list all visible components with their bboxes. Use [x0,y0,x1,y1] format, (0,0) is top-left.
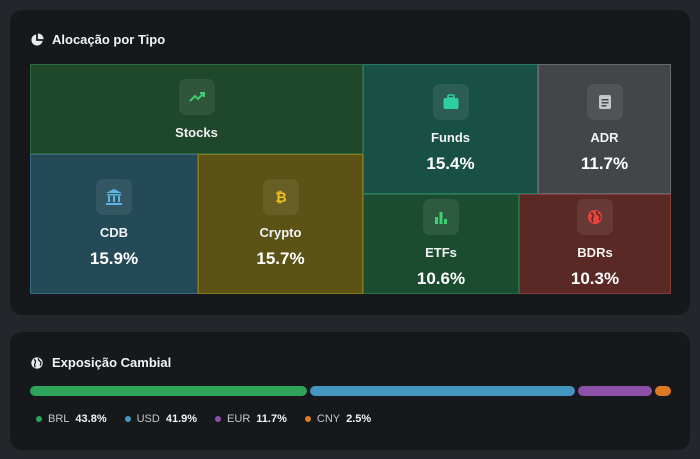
allocation-title: Alocação por Tipo [52,32,166,47]
tile-cdb[interactable]: CDB 15.9% [30,154,198,294]
exposure-card: Exposição Cambial BRL 43.8% USD 41.9% EUR 11.… [10,332,690,450]
legend-value: 11.7% [256,413,287,425]
exposure-segment-brl [30,386,308,396]
tile-label: CDB [99,225,129,240]
legend-item-usd: USD 41.9% [124,413,198,425]
briefcase-icon [432,84,469,120]
legend-code: EUR [227,413,251,425]
legend-value: 2.5% [346,413,372,425]
globe-icon [577,199,613,235]
tile-percentage: 15.4% [426,154,475,173]
tile-etfs[interactable]: ETFs 10.6% [363,194,519,294]
tile-adr[interactable]: ADR 11.7% [538,64,671,194]
legend-value: 41.9% [165,413,198,425]
legend-dot [124,416,131,422]
pie-chart-icon [31,32,44,46]
tile-label: Crypto [259,225,302,240]
legend-item-eur: EUR 11.7% [215,413,287,425]
legend-item-cny: CNY 2.5% [304,413,372,425]
legend-dot [215,416,222,422]
legend-code: USD [136,413,160,425]
legend-code: BRL [48,413,70,425]
legend-code: CNY [316,413,341,425]
allocation-treemap: Stocks CDB 15.9% ₿ Crypto 15.7% Funds 15… [30,64,671,294]
tile-label: ETFs [425,245,457,260]
bar-chart-icon [423,199,459,235]
tile-label: ADR [590,130,619,145]
globe-icon [31,356,43,369]
document-icon [586,84,623,120]
exposure-segment-eur [578,386,653,396]
currency-exposure-bar [30,386,671,396]
tile-funds[interactable]: Funds 15.4% [363,64,538,194]
allocation-header: Alocação por Tipo [30,32,165,47]
allocation-card: Alocação por Tipo Stocks CDB 15.9% ₿ Cry… [10,10,690,315]
exposure-segment-usd [310,386,576,396]
currency-legend: BRL 43.8% USD 41.9% EUR 11.7% CNY 2.5% [36,413,371,425]
tile-label: BDRs [577,245,613,260]
tile-percentage: 15.9% [89,249,139,268]
tile-bdrs[interactable]: BDRs 10.3% [519,194,671,294]
exposure-header: Exposição Cambial [30,355,171,370]
bitcoin-icon: ₿ [262,179,299,215]
exposure-segment-cny [655,386,671,396]
tile-percentage: 10.3% [570,269,620,288]
svg-text:₿: ₿ [275,190,286,206]
legend-dot [36,416,42,422]
legend-item-brl: BRL 43.8% [36,413,107,425]
tile-percentage: 11.7% [580,154,629,173]
tile-percentage: 10.6% [416,269,466,288]
legend-dot [304,416,311,422]
tile-label: Funds [431,130,470,145]
exposure-title: Exposição Cambial [52,355,172,370]
tile-percentage: 15.7% [256,249,305,268]
tile-stocks[interactable]: Stocks [30,64,363,154]
tile-label: Stocks [175,124,218,140]
legend-value: 43.8% [75,413,107,425]
tile-crypto[interactable]: ₿ Crypto 15.7% [198,154,363,294]
trending-up-icon [178,78,215,115]
bank-icon [96,179,132,215]
